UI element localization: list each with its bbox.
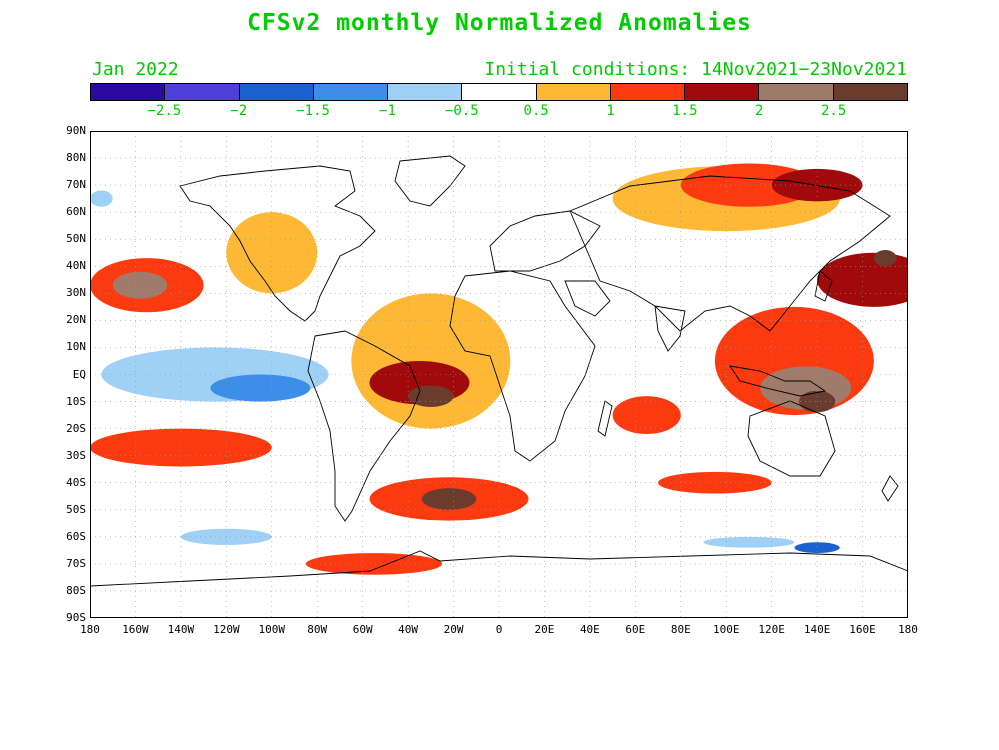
colorbar-tick-label: 0.5: [523, 103, 549, 119]
anomaly-region: [305, 553, 443, 575]
anomaly-map: [90, 131, 908, 618]
longitude-label: 160E: [849, 623, 876, 636]
map-svg: [90, 131, 908, 618]
latitude-label: 20S: [66, 421, 86, 435]
latitude-label: EQ: [72, 367, 86, 381]
south-america-outline: [307, 330, 421, 522]
anomaly-region: [612, 396, 681, 435]
forecast-month: Jan 2022: [92, 59, 179, 80]
new-zealand-outline: [881, 475, 899, 502]
longitude-label: 40W: [398, 623, 419, 636]
anomaly-region: [112, 271, 168, 299]
latitude-label: 80N: [66, 151, 86, 165]
latitude-label: 30N: [66, 286, 86, 300]
greenland-outline: [394, 155, 466, 207]
longitude-label: 60W: [352, 623, 373, 636]
colorbar-cell: [239, 84, 314, 100]
india-outline: [654, 305, 686, 352]
anomaly-regions: [90, 163, 908, 575]
latitude-label: 30S: [66, 448, 86, 462]
longitude-label: 100E: [712, 623, 740, 636]
latitude-label: 70N: [66, 178, 86, 192]
longitude-label: 100W: [258, 623, 286, 636]
madagascar-outline: [597, 400, 613, 437]
colorbar-tick-label: 2.5: [820, 103, 847, 119]
longitude-label: 20W: [443, 623, 464, 636]
colorbar-tick-label: 1.5: [672, 103, 698, 119]
longitude-label: 120W: [213, 623, 240, 636]
colorbar-cell: [536, 84, 611, 100]
anomaly-region: [90, 190, 113, 207]
anomaly-region: [703, 536, 795, 548]
anomaly-region: [658, 471, 772, 494]
africa-outline: [449, 270, 596, 462]
longitude-label: 140W: [167, 623, 195, 636]
longitude-label: 180: [898, 623, 918, 636]
north-america-outline: [179, 165, 376, 322]
latitude-label: 80S: [66, 583, 86, 597]
colorbar: [90, 83, 908, 101]
arabia-outline: [564, 280, 611, 317]
anomaly-region: [351, 293, 511, 429]
latitude-label: 60N: [66, 205, 86, 219]
colorbar-tick-label: −2.5: [147, 103, 182, 119]
antarctica-outline: [90, 550, 908, 587]
latitude-label: 70S: [66, 556, 86, 570]
anomaly-region: [226, 212, 318, 294]
colorbar-cell: [313, 84, 389, 100]
longitude-label: 40E: [579, 623, 600, 636]
colorbar-cell: [165, 84, 240, 100]
longitude-label: 20E: [534, 623, 555, 636]
colorbar-tick-label: −1: [379, 103, 396, 119]
anomaly-region: [374, 168, 443, 202]
anomaly-region: [794, 542, 840, 554]
colorbar-cell: [685, 84, 760, 100]
colorbar-tick-label: 2: [755, 103, 764, 119]
colorbar-labels: −2.5 −2 −1.5 −1 −0.5 0.5 1 1.5 2 2.5: [90, 103, 908, 121]
anomaly-region: [421, 488, 477, 510]
australia-outline: [747, 400, 836, 477]
chart-title: CFSv2 monthly Normalized Anomalies: [247, 10, 752, 36]
colorbar-cell: [833, 84, 907, 100]
initial-conditions: Initial conditions: 14Nov2021−23Nov2021: [484, 59, 907, 80]
latitude-label: 50N: [66, 232, 86, 246]
anomaly-region: [90, 428, 272, 467]
colorbar-cell: [91, 84, 166, 100]
longitude-label: 140E: [803, 623, 831, 636]
gridlines: [90, 131, 908, 618]
asia-outline: [569, 175, 891, 332]
colorbar-cell: [388, 84, 463, 100]
longitude-label: 0: [495, 623, 503, 636]
colorbar-tick-label: 1: [606, 103, 615, 119]
latitude-label: 40S: [66, 475, 86, 489]
longitude-label: 120E: [758, 623, 785, 636]
anomaly-region: [873, 250, 897, 267]
anomaly-region: [210, 374, 311, 402]
map-frame: [90, 131, 908, 618]
latitude-label: 20N: [66, 313, 86, 327]
longitude-label: 80E: [670, 623, 691, 636]
latitude-label: 10S: [66, 394, 86, 408]
colorbar-tick-label: −2: [230, 103, 248, 119]
colorbar-cell: [759, 84, 834, 100]
latitude-label: 90N: [66, 124, 86, 137]
colorbar-cell: [610, 84, 686, 100]
latitude-label: 10N: [66, 340, 86, 354]
anomaly-region: [680, 163, 818, 207]
japan-outline: [814, 270, 833, 302]
colorbar-cell: [462, 84, 537, 100]
longitude-label: 80W: [307, 623, 328, 636]
latitude-label: 60S: [66, 529, 86, 543]
latitude-label: 50S: [66, 502, 86, 516]
latitude-label: 40N: [66, 259, 86, 273]
longitude-label: 180: [80, 623, 100, 636]
colorbar-tick-label: −0.5: [444, 103, 479, 119]
longitude-label: 60E: [625, 623, 646, 636]
colorbar-tick-label: −1.5: [296, 103, 330, 119]
indonesia-outline: [729, 365, 827, 397]
longitude-label: 160W: [122, 623, 149, 636]
latitude-label: 90S: [66, 611, 86, 624]
europe-outline: [489, 210, 601, 272]
